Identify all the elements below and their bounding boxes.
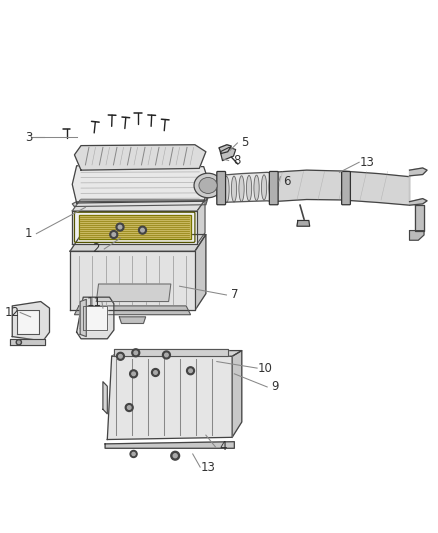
Polygon shape [12,302,49,341]
Circle shape [187,367,194,375]
Ellipse shape [194,173,222,198]
Ellipse shape [269,174,274,199]
Polygon shape [74,145,206,170]
Text: 3: 3 [25,131,32,144]
Circle shape [141,228,144,232]
Polygon shape [72,190,210,206]
Text: 12: 12 [5,306,20,319]
Circle shape [138,226,146,234]
Ellipse shape [261,175,267,200]
Polygon shape [297,221,310,226]
Circle shape [119,354,122,358]
Polygon shape [80,300,86,336]
Polygon shape [197,200,205,244]
Circle shape [154,371,157,374]
Polygon shape [70,235,206,251]
Polygon shape [272,170,410,205]
Polygon shape [220,147,236,160]
Text: 4: 4 [219,440,227,454]
Ellipse shape [224,176,229,203]
Circle shape [130,450,137,457]
Circle shape [173,454,177,458]
Polygon shape [79,215,191,239]
Polygon shape [17,310,39,334]
Circle shape [165,353,168,357]
Circle shape [116,223,124,231]
Polygon shape [10,339,45,345]
Text: 13: 13 [201,461,215,474]
Polygon shape [72,211,197,244]
Text: 6: 6 [283,175,291,188]
Text: 7: 7 [230,288,238,302]
Circle shape [16,340,21,345]
Circle shape [152,368,159,376]
Text: 9: 9 [271,381,279,393]
Ellipse shape [254,175,259,200]
Polygon shape [107,356,232,440]
Polygon shape [219,172,274,203]
Ellipse shape [247,175,252,201]
Text: 13: 13 [360,156,374,169]
Circle shape [127,406,131,409]
Polygon shape [410,168,427,205]
FancyBboxPatch shape [217,172,226,205]
Circle shape [162,351,170,359]
Polygon shape [410,231,424,240]
Text: 10: 10 [258,361,272,375]
Ellipse shape [231,176,237,202]
Polygon shape [77,297,114,339]
Ellipse shape [216,177,222,203]
Polygon shape [112,351,242,356]
Polygon shape [119,317,145,324]
Circle shape [189,369,192,373]
Ellipse shape [199,177,217,193]
Circle shape [117,352,124,360]
Circle shape [18,341,20,343]
Polygon shape [103,382,107,414]
Circle shape [132,453,135,456]
Polygon shape [415,205,424,231]
Circle shape [130,370,138,378]
Polygon shape [114,349,228,356]
FancyBboxPatch shape [269,172,278,205]
Polygon shape [96,284,171,302]
Polygon shape [232,351,242,437]
Circle shape [132,372,135,376]
Polygon shape [72,200,205,211]
FancyBboxPatch shape [342,172,350,205]
Polygon shape [74,306,191,314]
Circle shape [110,231,118,238]
Circle shape [134,351,138,354]
Polygon shape [105,442,234,448]
Circle shape [125,403,133,411]
Text: 8: 8 [233,154,240,167]
Polygon shape [70,251,195,310]
Circle shape [118,225,122,229]
Polygon shape [72,166,210,203]
Text: 11: 11 [87,296,102,309]
Circle shape [132,349,140,357]
Text: 5: 5 [242,136,249,149]
Polygon shape [195,235,206,310]
Circle shape [171,451,180,460]
Polygon shape [219,145,231,154]
Polygon shape [83,306,107,330]
Ellipse shape [239,176,244,201]
Text: 1: 1 [25,227,32,240]
Circle shape [112,233,116,236]
Text: 2: 2 [92,243,100,255]
